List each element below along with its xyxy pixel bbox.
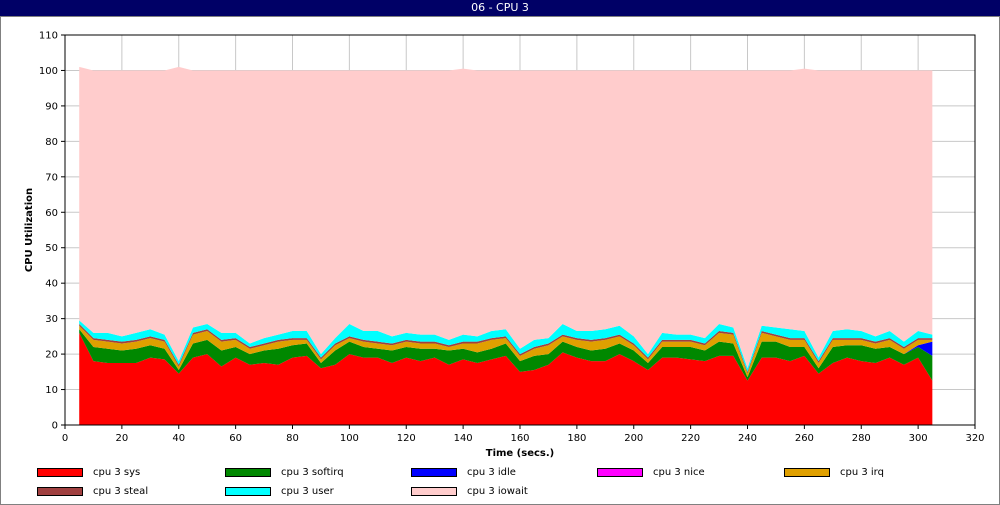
- x-tick-label: 320: [965, 433, 984, 444]
- x-tick-label: 40: [172, 433, 185, 444]
- legend-label: cpu 3 iowait: [467, 486, 528, 497]
- legend-swatch: [411, 468, 457, 477]
- legend-label: cpu 3 sys: [93, 467, 141, 478]
- x-tick-label: 20: [116, 433, 129, 444]
- series-area-4: [79, 325, 933, 378]
- legend-swatch: [411, 487, 457, 496]
- legend-swatch: [37, 468, 83, 477]
- y-tick-label: 0: [52, 421, 58, 432]
- x-tick-label: 140: [454, 433, 473, 444]
- x-tick-label: 300: [909, 433, 928, 444]
- x-tick-label: 0: [62, 433, 68, 444]
- x-tick-label: 100: [340, 433, 359, 444]
- legend-swatch: [597, 468, 643, 477]
- legend-label: cpu 3 idle: [467, 467, 516, 478]
- x-tick-label: 160: [510, 433, 529, 444]
- series-area-1: [79, 329, 933, 381]
- x-tick-label: 260: [795, 433, 814, 444]
- title-bar: [0, 0, 1000, 16]
- x-tick-label: 180: [567, 433, 586, 444]
- y-tick-label: 50: [45, 243, 58, 254]
- x-tick-label: 200: [624, 433, 643, 444]
- y-axis-label: CPU Utilization: [24, 188, 35, 272]
- y-tick-label: 20: [45, 350, 58, 361]
- x-tick-label: 220: [681, 433, 700, 444]
- y-tick-label: 30: [45, 314, 58, 325]
- x-tick-label: 120: [397, 433, 416, 444]
- chart-title: 06 - CPU 3: [471, 1, 529, 14]
- y-tick-label: 40: [45, 279, 58, 290]
- y-tick-label: 80: [45, 137, 58, 148]
- legend-swatch: [225, 468, 271, 477]
- legend-label: cpu 3 nice: [653, 467, 705, 478]
- y-tick-label: 100: [39, 66, 58, 77]
- y-tick-label: 60: [45, 208, 58, 219]
- legend-swatch: [784, 468, 830, 477]
- series-area-6: [79, 320, 933, 372]
- x-axis-label: Time (secs.): [486, 448, 555, 459]
- series-area-7: [79, 66, 933, 369]
- legend-swatch: [37, 487, 83, 496]
- y-tick-label: 10: [45, 385, 58, 396]
- y-tick-label: 110: [39, 31, 58, 42]
- legend-swatch: [225, 487, 271, 496]
- x-tick-label: 60: [229, 433, 242, 444]
- y-tick-label: 70: [45, 172, 58, 183]
- legend-label: cpu 3 softirq: [281, 467, 344, 478]
- x-tick-label: 280: [852, 433, 871, 444]
- x-tick-label: 240: [738, 433, 757, 444]
- x-tick-label: 80: [286, 433, 299, 444]
- legend-label: cpu 3 user: [281, 486, 334, 497]
- y-tick-label: 90: [45, 101, 58, 112]
- legend-label: cpu 3 irq: [840, 467, 884, 478]
- legend-label: cpu 3 steal: [93, 486, 149, 497]
- series-area-5: [79, 323, 933, 374]
